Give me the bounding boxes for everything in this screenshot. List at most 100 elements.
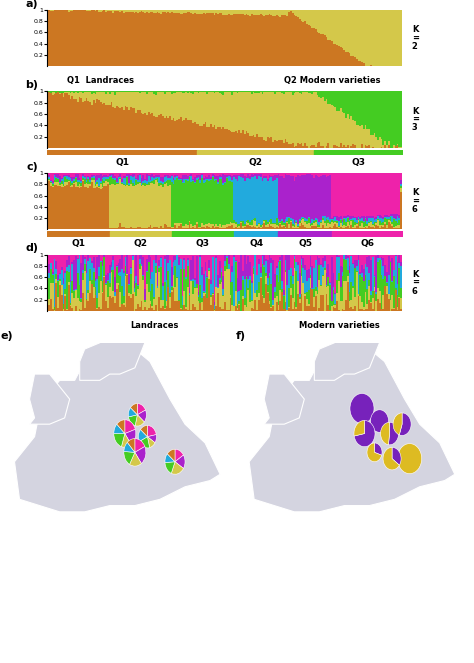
Bar: [315, 260, 317, 287]
Bar: [91, 11, 93, 66]
Bar: [187, 255, 189, 258]
Bar: [283, 290, 285, 295]
Bar: [229, 181, 231, 222]
Bar: [267, 292, 269, 293]
Bar: [281, 10, 283, 15]
Bar: [167, 178, 169, 180]
Bar: [109, 273, 110, 283]
Bar: [301, 265, 302, 276]
Bar: [150, 180, 151, 182]
Bar: [315, 29, 317, 66]
Bar: [315, 10, 317, 29]
Bar: [100, 101, 101, 148]
Bar: [118, 92, 119, 107]
Bar: [150, 225, 151, 229]
Bar: [210, 176, 212, 179]
Bar: [82, 270, 84, 273]
Bar: [383, 91, 384, 145]
Bar: [224, 91, 226, 129]
Bar: [178, 265, 180, 300]
Bar: [160, 300, 162, 308]
Bar: [116, 289, 118, 311]
Bar: [125, 176, 127, 178]
Bar: [134, 173, 136, 174]
Bar: [279, 10, 281, 17]
Bar: [295, 263, 297, 271]
Bar: [219, 261, 221, 278]
Bar: [297, 262, 299, 265]
Bar: [372, 227, 374, 229]
Bar: [167, 186, 169, 227]
Bar: [379, 260, 381, 290]
Bar: [352, 288, 354, 308]
Bar: [336, 255, 338, 257]
Bar: [292, 225, 293, 228]
Bar: [383, 10, 384, 66]
Bar: [374, 255, 375, 275]
Bar: [96, 308, 98, 311]
Bar: [374, 133, 375, 148]
Bar: [265, 10, 267, 15]
Bar: [399, 91, 400, 147]
Bar: [101, 103, 103, 148]
Bar: [326, 173, 328, 177]
Bar: [70, 11, 72, 66]
Bar: [63, 97, 64, 148]
Bar: [134, 10, 136, 13]
Bar: [79, 188, 80, 229]
Bar: [167, 255, 169, 263]
Bar: [109, 177, 110, 186]
Bar: [329, 91, 331, 104]
Bar: [93, 174, 94, 176]
Bar: [363, 227, 365, 228]
Bar: [357, 61, 359, 66]
Bar: [94, 286, 96, 295]
Bar: [255, 300, 256, 311]
Bar: [107, 273, 109, 280]
Bar: [240, 177, 242, 221]
Bar: [80, 187, 82, 229]
Bar: [333, 91, 335, 106]
Bar: [335, 308, 336, 311]
Bar: [63, 278, 64, 284]
Bar: [174, 225, 176, 229]
Bar: [293, 147, 295, 148]
Bar: [128, 228, 130, 229]
Bar: [174, 223, 176, 225]
Bar: [361, 173, 363, 216]
Bar: [162, 173, 164, 177]
Bar: [180, 180, 182, 223]
Bar: [249, 221, 251, 225]
Bar: [274, 91, 276, 94]
Bar: [311, 10, 313, 28]
Bar: [271, 284, 272, 307]
Bar: [302, 92, 304, 146]
Bar: [349, 91, 350, 119]
Bar: [185, 91, 187, 118]
Bar: [352, 218, 354, 221]
Bar: [384, 10, 386, 66]
Bar: [119, 10, 121, 12]
Bar: [110, 270, 112, 272]
Bar: [77, 258, 79, 259]
Bar: [123, 176, 125, 178]
Bar: [200, 91, 201, 92]
Bar: [352, 228, 354, 229]
Bar: [127, 173, 128, 174]
Bar: [203, 178, 205, 180]
Bar: [192, 304, 194, 311]
Bar: [70, 303, 72, 305]
Bar: [345, 147, 347, 148]
Bar: [118, 107, 119, 148]
Bar: [192, 181, 194, 226]
Bar: [182, 183, 183, 225]
Bar: [246, 91, 247, 131]
Bar: [311, 219, 313, 223]
Bar: [222, 91, 224, 95]
Bar: [269, 304, 271, 311]
Bar: [317, 173, 319, 176]
Bar: [231, 282, 233, 304]
Bar: [319, 265, 320, 280]
Bar: [324, 91, 326, 101]
Bar: [80, 91, 82, 98]
